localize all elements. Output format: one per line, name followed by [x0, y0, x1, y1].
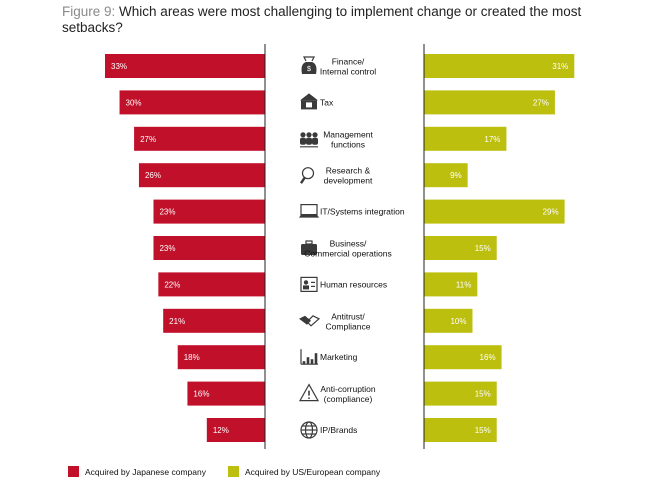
bar-japanese-5	[153, 236, 265, 260]
japanese-bars: 33% 30% 27% 26% 23% 23% 22% 21% 18% 16% 12%	[105, 54, 265, 442]
label-western-4: 29%	[543, 208, 559, 217]
magnifier-icon	[300, 167, 315, 184]
globe-icon	[300, 421, 318, 439]
category-label-3: Research & development	[324, 166, 373, 186]
label-japanese-10: 12%	[213, 426, 229, 435]
label-western-8: 16%	[480, 353, 496, 362]
legend-swatch-western	[228, 466, 239, 477]
briefcase-icon	[301, 240, 317, 255]
bar-japanese-9	[187, 381, 265, 406]
bar-japanese-7	[163, 308, 265, 333]
bar-japanese-3	[138, 163, 265, 188]
bar-western-2	[424, 126, 507, 151]
label-japanese-6: 22%	[164, 280, 180, 289]
bar-japanese-1	[119, 90, 265, 115]
bar-japanese-8	[177, 345, 265, 370]
title-text: Which areas were most challenging to imp…	[62, 4, 582, 35]
label-japanese-7: 21%	[169, 317, 185, 326]
category-label-5: Business/Commercial operations	[304, 239, 391, 259]
svg-text:$: $	[307, 66, 311, 73]
label-japanese-5: 23%	[159, 244, 175, 253]
label-japanese-3: 26%	[145, 171, 161, 180]
bar-western-6	[424, 272, 478, 297]
bar-japanese-6	[158, 272, 265, 297]
figure-label: Figure 9:	[62, 4, 116, 19]
legend-item-western: Acquired by US/European company	[228, 466, 380, 477]
category-label-7: Antitrust/Compliance	[326, 311, 371, 331]
bar-western-1	[424, 90, 555, 115]
handshake-icon	[299, 315, 321, 327]
label-japanese-0: 33%	[111, 62, 127, 71]
category-label-8: Marketing	[320, 352, 358, 362]
bar-western-10	[424, 418, 497, 442]
label-western-2: 17%	[484, 135, 500, 144]
tax-icon	[300, 93, 318, 110]
chart-title: Figure 9: Which areas were most challeng…	[62, 4, 582, 36]
money-bag-icon: $	[301, 56, 317, 74]
bar-western-7	[424, 308, 473, 333]
label-western-7: 10%	[450, 317, 466, 326]
warning-icon	[298, 383, 320, 402]
bar-chart-icon	[300, 349, 318, 365]
id-card-icon	[300, 276, 318, 292]
label-japanese-9: 16%	[193, 390, 209, 399]
label-western-0: 31%	[552, 62, 568, 71]
legend: Acquired by Japanese company Acquired by…	[68, 466, 648, 480]
bar-japanese-0	[105, 54, 265, 78]
category-label-9: Anti-corruption (compliance)	[320, 384, 376, 404]
bar-western-4	[424, 199, 565, 224]
label-japanese-2: 27%	[140, 135, 156, 144]
laptop-icon	[299, 204, 319, 218]
label-japanese-8: 18%	[184, 353, 200, 362]
bar-western-0	[424, 54, 575, 78]
label-western-1: 27%	[533, 98, 549, 107]
western-bars: 31% 27% 17% 9% 29% 15% 11% 10% 16% 15% 15%	[424, 54, 575, 442]
bar-japanese-4	[153, 199, 265, 224]
bar-western-8	[424, 345, 502, 370]
legend-label-japanese: Acquired by Japanese company	[85, 466, 206, 477]
label-western-5: 15%	[475, 244, 491, 253]
people-icon	[300, 132, 318, 148]
category-label-10: IP/Brands	[320, 425, 357, 435]
label-japanese-1: 30%	[126, 98, 142, 107]
category-label-6: Human resources	[320, 279, 387, 289]
legend-swatch-japanese	[68, 466, 79, 477]
legend-label-western: Acquired by US/European company	[245, 466, 381, 477]
legend-item-japanese: Acquired by Japanese company	[68, 466, 206, 477]
label-western-9: 15%	[475, 390, 491, 399]
label-western-6: 11%	[456, 280, 471, 289]
butterfly-bar-chart: 33% 30% 27% 26% 23% 23% 22% 21% 18% 16% 12% 31% 27%…	[105, 44, 575, 449]
bar-western-3	[424, 163, 468, 188]
bar-western-5	[424, 236, 497, 260]
bar-japanese-2	[134, 126, 265, 151]
label-japanese-4: 23%	[159, 208, 175, 217]
bar-western-9	[424, 381, 497, 406]
bar-japanese-10	[206, 418, 265, 442]
category-label-4: IT/Systems integration	[320, 207, 405, 217]
category-label-1: Tax	[320, 97, 334, 107]
label-western-3: 9%	[450, 171, 462, 180]
category-labels: $ Finance/Internal control Tax Management fu…	[298, 56, 405, 439]
label-western-10: 15%	[475, 426, 491, 435]
category-label-0: Finance/Internal control	[320, 57, 376, 77]
category-label-2: Management functions	[323, 129, 373, 149]
